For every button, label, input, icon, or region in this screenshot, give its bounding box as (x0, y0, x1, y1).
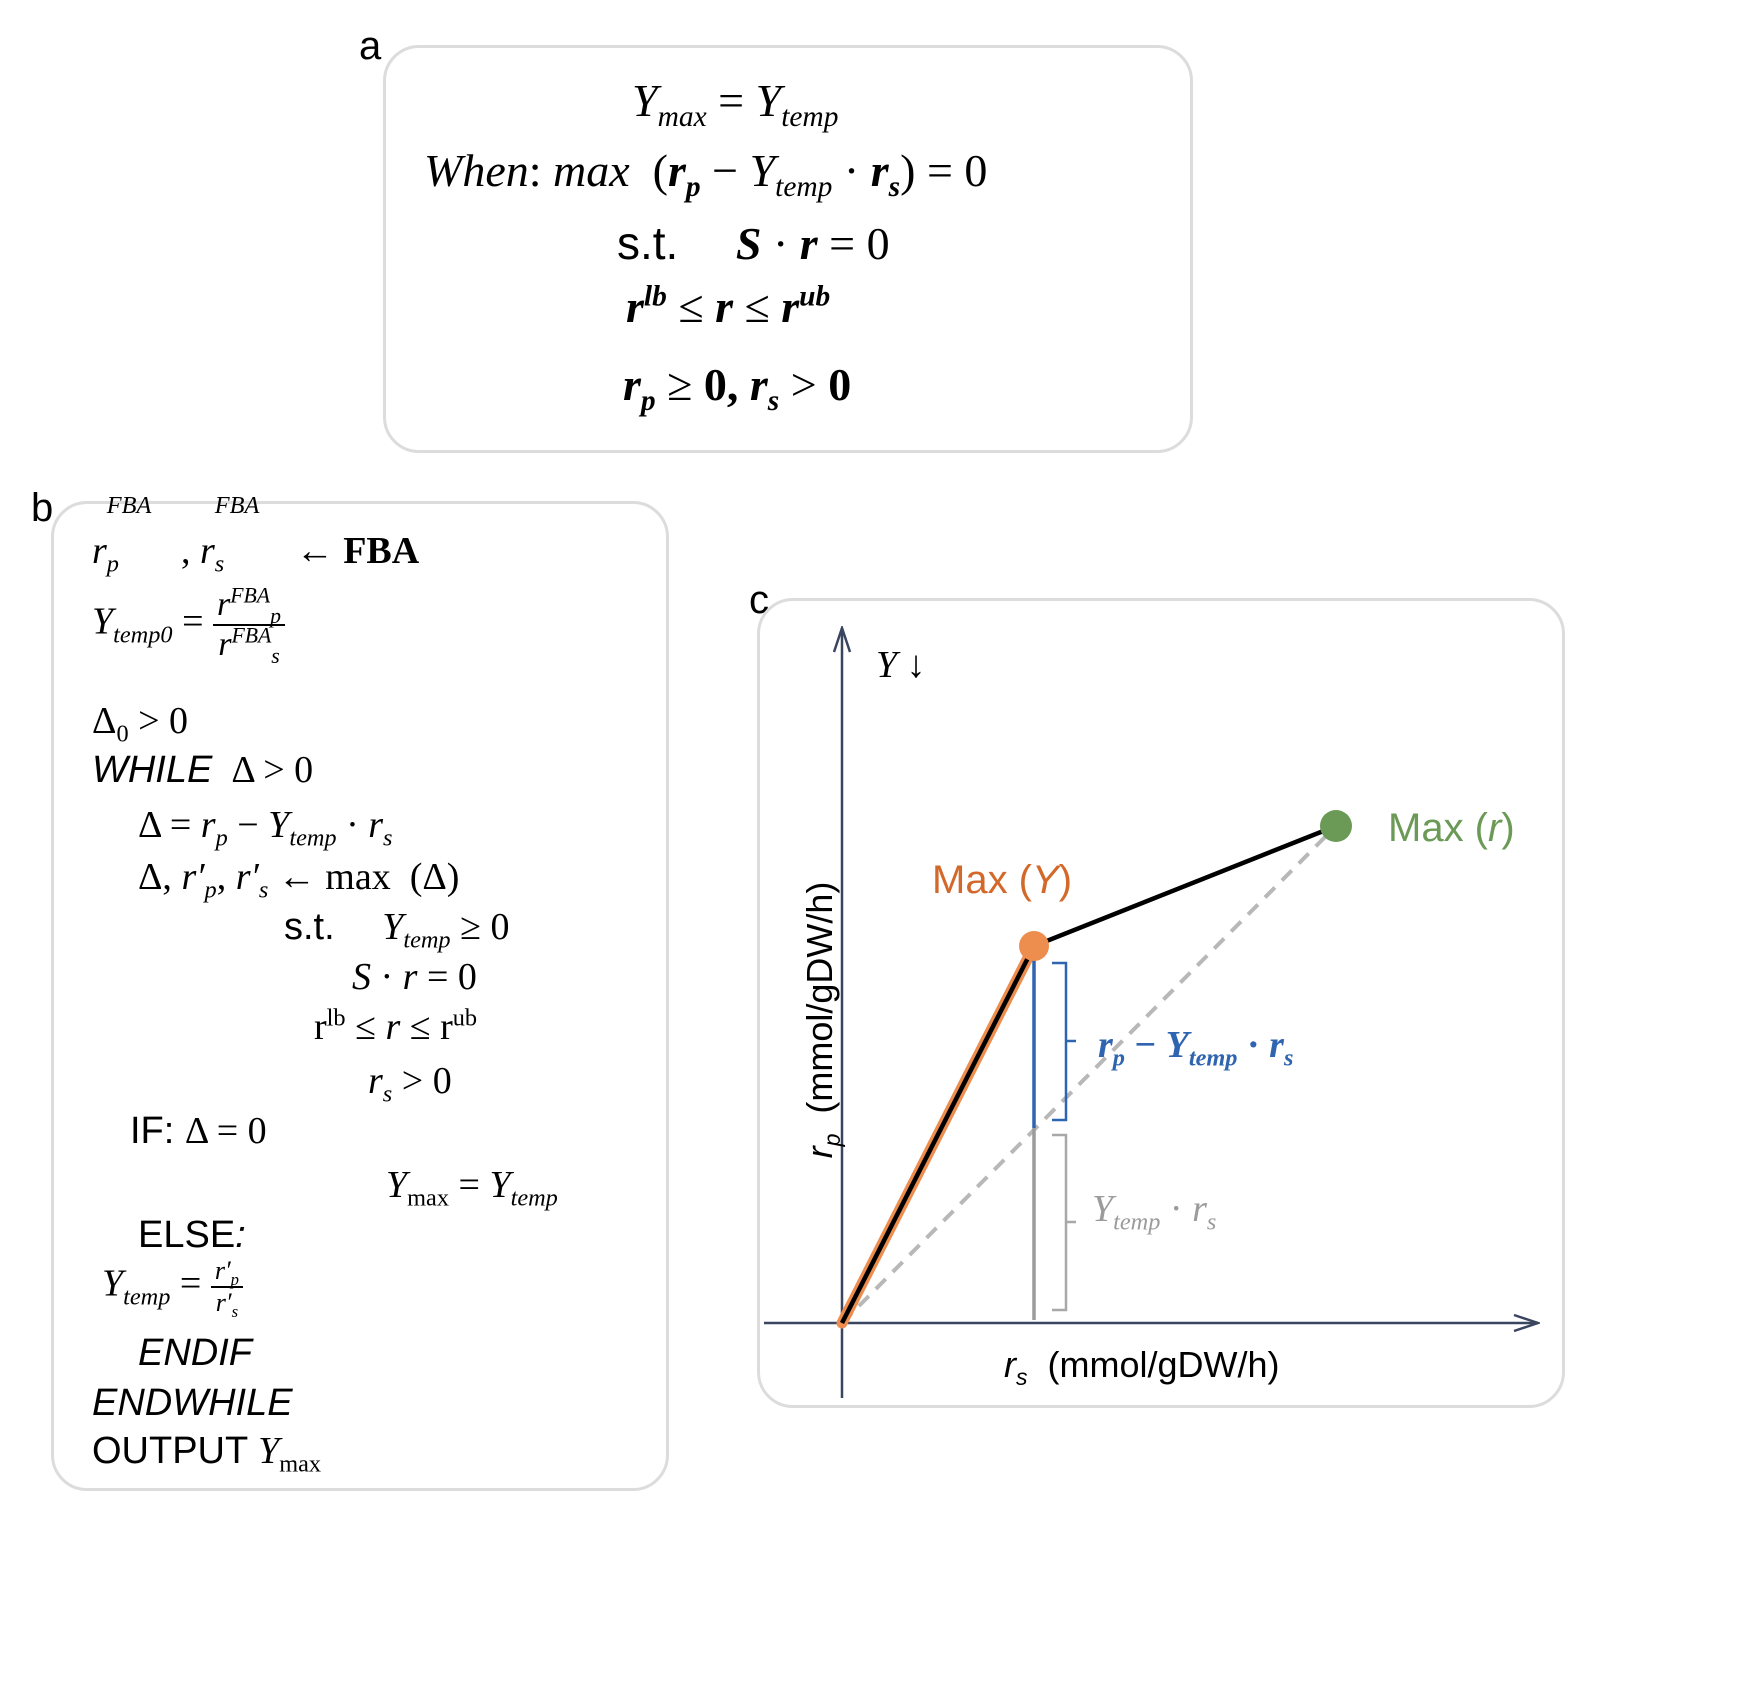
algo-line-delta0: Δ0 > 0 (92, 700, 189, 748)
algo-line-bounds: rlb ≤ r ≤ rub (314, 1004, 478, 1048)
panel-a-box (383, 45, 1193, 453)
algo-line-while: WHILE Δ > 0 (92, 749, 314, 791)
algo-line-if: IF: Δ = 0 (130, 1110, 267, 1152)
delta-label: rp − Ytemp · rs (1098, 1024, 1294, 1072)
algo-line-ytemp-update: Ytemp = r′p r′s (102, 1258, 243, 1320)
algo-line-ymax-assign: Ymax = Ytemp (386, 1164, 558, 1212)
equation-stoichiometry: s.t. S · r = 0 (617, 217, 890, 269)
algo-line-fba: r FBA p, r FBA s ← FBA (92, 492, 420, 578)
algo-line-endwhile: ENDWHILE (92, 1382, 293, 1424)
x-axis-title: rs (mmol/gDW/h) (1004, 1344, 1280, 1391)
panel-c-box (757, 598, 1565, 1408)
equation-ymax: Ymax = Ytemp (632, 75, 839, 134)
panel-label-a: a (359, 24, 382, 68)
algo-line-max-delta: Δ, r′p, r′s ← max (Δ) (138, 856, 460, 904)
equation-positivity: rp ≥ 0, rs > 0 (623, 359, 852, 418)
ytemp-rs-label: Ytemp · rs (1092, 1188, 1217, 1236)
max-rate-label: Max (r) (1388, 806, 1515, 850)
panel-label-b: b (31, 486, 54, 530)
algo-line-st-ytemp: s.t. Ytemp ≥ 0 (284, 906, 510, 954)
algo-line-sr: S · r = 0 (352, 956, 477, 998)
algo-line-rs: rs > 0 (368, 1060, 452, 1108)
algo-line-else: ELSE: (138, 1214, 246, 1256)
y-axis-title: rp (mmol/gDW/h) (799, 881, 846, 1159)
algo-line-endif: ENDIF (138, 1332, 252, 1374)
panel-b-box (51, 501, 669, 1491)
max-yield-label: Max (Y) (932, 858, 1073, 902)
equation-bounds: rlb ≤ r ≤ rub (626, 280, 831, 332)
equation-objective: When: max (rp − Ytemp · rs) = 0 (424, 145, 988, 204)
algo-line-delta-def: Δ = rp − Ytemp · rs (138, 804, 393, 852)
algo-line-ytemp0: Ytemp0 = rFBAp rFBAs (92, 585, 285, 667)
y-arrow-label: Y ↓ (876, 644, 926, 686)
algo-line-output: OUTPUT Ymax (92, 1430, 322, 1478)
